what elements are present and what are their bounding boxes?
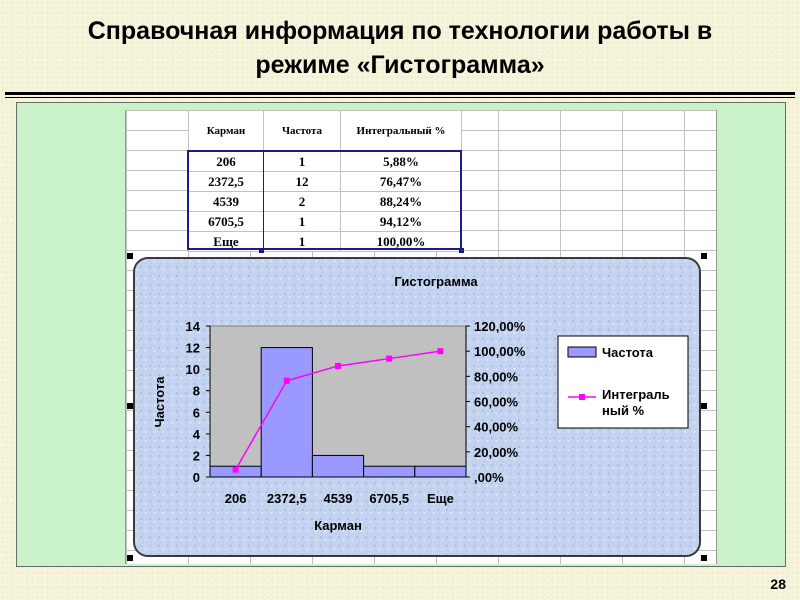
- y2-tick-label: ,00%: [474, 470, 504, 485]
- header-cell-karman[interactable]: Карман: [188, 110, 264, 152]
- slide-title-line1: Справочная информация по технологии рабо…: [87, 17, 713, 45]
- selection-handle[interactable]: [459, 248, 464, 253]
- chart-resize-handle[interactable]: [127, 555, 133, 561]
- y2-tick-label: 40,00%: [474, 420, 519, 435]
- header-cell-chastota[interactable]: Частота: [263, 110, 341, 152]
- table-cell[interactable]: 1: [263, 151, 341, 172]
- integral-percent-point[interactable]: [335, 362, 341, 369]
- x-tick-label: 206: [225, 491, 247, 506]
- table-cell[interactable]: 94,12%: [340, 211, 462, 232]
- table-cell[interactable]: 2: [263, 191, 341, 212]
- chart-resize-handle[interactable]: [127, 403, 133, 409]
- table-row: 2372,5 12 76,47%: [188, 171, 462, 192]
- y2-tick-label: 20,00%: [474, 445, 519, 460]
- chart-svg: Гистограмма 0 2 4 6 8 10 12 14 ,00% 20,00% 40,00%…: [133, 257, 701, 557]
- frequency-table: Карман Частота Интегральный % 206 1 5,88…: [188, 110, 462, 252]
- y-tick-label: 6: [193, 405, 200, 420]
- title-rule-thick: [5, 92, 795, 95]
- plot-area: [209, 325, 467, 478]
- chart-object[interactable]: Гистограмма 0 2 4 6 8 10 12 14 ,00% 20,00% 40,00%…: [127, 253, 707, 561]
- y-tick-label: 4: [193, 427, 201, 442]
- table-cell[interactable]: 76,47%: [340, 171, 462, 192]
- y-axis-label: Частота: [152, 376, 167, 428]
- table-row: 206 1 5,88%: [188, 151, 462, 172]
- y2-tick-label: 60,00%: [474, 395, 519, 410]
- table-cell[interactable]: 2372,5: [188, 171, 264, 192]
- chart-resize-handle[interactable]: [127, 253, 133, 259]
- y-tick-label: 10: [186, 362, 200, 377]
- selection-handle[interactable]: [259, 248, 264, 253]
- histogram-bar[interactable]: [311, 454, 365, 478]
- y-tick-label: 2: [193, 448, 200, 463]
- table-row: Еще 1 100,00%: [188, 231, 462, 252]
- y2-tick-label: 120,00%: [474, 319, 526, 334]
- chart-resize-handle[interactable]: [701, 403, 707, 409]
- table-header-row: Карман Частота Интегральный %: [188, 110, 462, 152]
- histogram-bar[interactable]: [414, 465, 467, 478]
- table-cell[interactable]: 4539: [188, 191, 264, 212]
- header-cell-integral[interactable]: Интегральный %: [340, 110, 462, 152]
- y2-tick-label: 80,00%: [474, 369, 519, 384]
- legend-bar-swatch: [567, 346, 597, 358]
- slide-title-line2: режиме «Гистограмма»: [255, 51, 545, 79]
- x-axis-label: Карман: [314, 518, 362, 533]
- integral-percent-point[interactable]: [283, 377, 290, 384]
- legend-item-label: Частота: [602, 345, 654, 360]
- table-cell[interactable]: 12: [263, 171, 341, 192]
- chart-resize-handle[interactable]: [701, 253, 707, 259]
- page-number: 28: [770, 576, 786, 592]
- chart-legend[interactable]: Частота Интеграль ный %: [557, 335, 689, 429]
- legend-item-label: Интеграль ный %: [602, 387, 670, 418]
- table-cell[interactable]: Еще: [188, 231, 264, 252]
- table-cell[interactable]: 88,24%: [340, 191, 462, 212]
- histogram-bar[interactable]: [260, 347, 313, 478]
- x-tick-label: 4539: [324, 491, 353, 506]
- y-tick-label: 8: [193, 384, 200, 399]
- title-rule-thin: [5, 97, 795, 98]
- x-tick-label: Еще: [427, 491, 454, 506]
- y2-tick-label: 100,00%: [474, 344, 526, 359]
- table-row: 4539 2 88,24%: [188, 191, 462, 212]
- table-cell[interactable]: 206: [188, 151, 264, 172]
- integral-percent-point[interactable]: [386, 355, 393, 362]
- y-tick-label: 14: [186, 319, 201, 334]
- table-row: 6705,5 1 94,12%: [188, 211, 462, 232]
- slide-title: Справочная информация по технологии рабо…: [0, 14, 800, 82]
- table-cell[interactable]: 5,88%: [340, 151, 462, 172]
- x-tick-label: 6705,5: [369, 491, 409, 506]
- x-tick-label: 2372,5: [267, 491, 307, 506]
- table-cell[interactable]: 6705,5: [188, 211, 264, 232]
- y-tick-label: 0: [193, 470, 200, 485]
- integral-percent-point[interactable]: [437, 348, 444, 355]
- y-tick-label: 12: [186, 341, 200, 356]
- selection-divider: [263, 150, 264, 250]
- chart-resize-handle[interactable]: [701, 555, 707, 561]
- legend-line-marker: [579, 394, 585, 400]
- chart-title: Гистограмма: [394, 274, 478, 289]
- table-cell[interactable]: 1: [263, 231, 341, 252]
- integral-percent-point[interactable]: [232, 466, 239, 473]
- table-cell[interactable]: 100,00%: [340, 231, 462, 252]
- histogram-bar[interactable]: [363, 465, 416, 478]
- table-cell[interactable]: 1: [263, 211, 341, 232]
